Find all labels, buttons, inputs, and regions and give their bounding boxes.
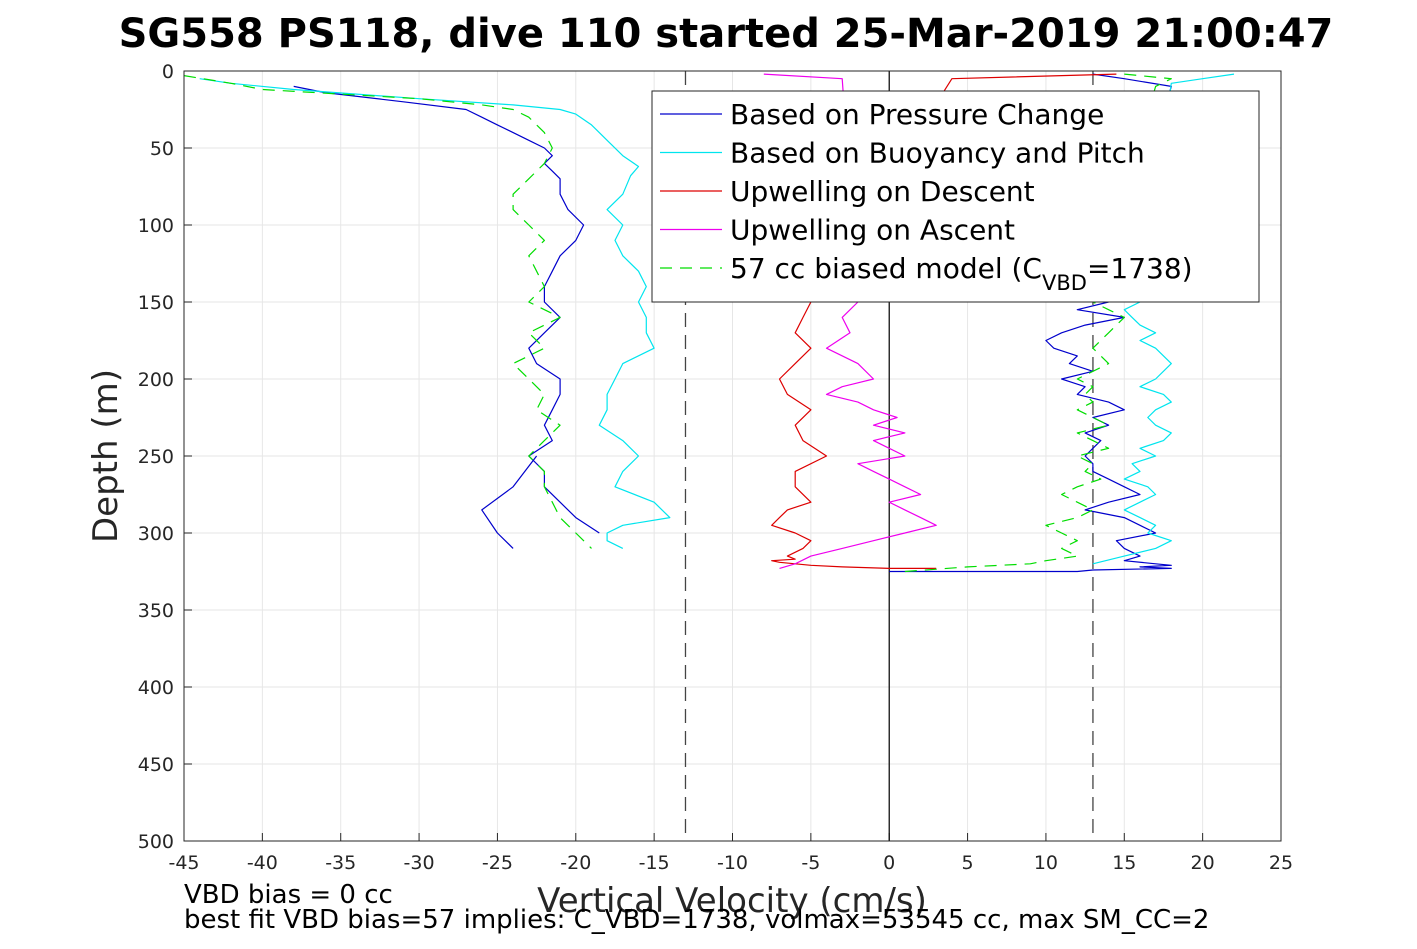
x-tick-label: -40	[247, 852, 278, 874]
y-tick-label: 500	[138, 831, 174, 853]
legend-box	[651, 90, 1260, 303]
plot-area-border	[183, 70, 1282, 842]
series-4-descent-line	[763, 73, 937, 569]
vbd-bias-annotation: VBD bias = 0 cc	[184, 880, 393, 910]
y-tick-label: 350	[138, 600, 174, 622]
y-tick-label: 400	[138, 677, 174, 699]
y-tick-label: 150	[138, 292, 174, 314]
legend-label: Upwelling on Ascent	[730, 214, 1015, 247]
series-1-descent-lower-line	[481, 455, 538, 549]
x-tick-label: 25	[1269, 852, 1293, 874]
series-1-ascent-line	[889, 73, 1172, 573]
chart-title: SG558 PS118, dive 110 started 25-Mar-201…	[119, 11, 1334, 57]
series-1-descent-line	[293, 85, 600, 534]
legend: Based on Pressure Change Based on Buoyanc…	[651, 90, 1260, 303]
legend-label: Based on Buoyancy and Pitch	[730, 137, 1145, 170]
y-tick-label: 250	[138, 446, 174, 468]
series-2-ascent-line	[1092, 73, 1235, 565]
series-5-descent-line	[183, 75, 592, 549]
y-tick-label: 300	[138, 523, 174, 545]
x-tick-label: -25	[482, 852, 513, 874]
y-axis-label: Depth (m)	[86, 369, 126, 543]
legend-label-suffix: =1738)	[1087, 252, 1193, 285]
legend-label: Based on Pressure Change	[730, 98, 1104, 131]
series-5-ascent-line	[904, 73, 1172, 573]
legend-label-subscript: VBD	[1042, 271, 1087, 295]
x-tick-label: 20	[1191, 852, 1215, 874]
x-tick-label: -30	[404, 852, 435, 874]
best-fit-annotation: best fit VBD bias=57 implies: C_VBD=1738…	[184, 905, 1209, 935]
x-tick-label: -45	[168, 852, 199, 874]
series-2-descent-line	[199, 78, 671, 549]
y-tick-label: 100	[138, 215, 174, 237]
y-tick-label: 0	[162, 61, 174, 83]
x-tick-label: -15	[639, 852, 670, 874]
y-tick-label: 50	[150, 138, 174, 160]
x-tick-label: 0	[883, 852, 895, 874]
series-lines	[183, 73, 1235, 573]
legend-items: Based on Pressure Change Based on Buoyanc…	[660, 98, 1193, 295]
y-tick-labels: 0 50 100 150 200 250 300 350 400 450 500	[138, 61, 174, 853]
x-axis-label: Vertical Velocity (cm/s)	[537, 881, 927, 921]
x-tick-label: -10	[717, 852, 748, 874]
x-tick-label: 15	[1112, 852, 1136, 874]
x-tick-labels: -45 -40 -35 -30 -25 -20 -15 -10 -5 0 5 10 15 20 25	[168, 852, 1293, 874]
x-tick-label: -20	[560, 852, 591, 874]
series-3-descent-line	[771, 73, 1117, 570]
legend-label: Upwelling on Descent	[730, 175, 1035, 208]
y-tick-label: 450	[138, 754, 174, 776]
x-tick-label: -5	[801, 852, 820, 874]
x-tick-label: -35	[325, 852, 356, 874]
legend-label-prefix: 57 cc biased model (C	[730, 252, 1042, 285]
x-tick-label: 5	[962, 852, 974, 874]
y-tick-label: 200	[138, 369, 174, 391]
x-tick-label: 10	[1034, 852, 1058, 874]
legend-label: 57 cc biased model (CVBD=1738)	[730, 252, 1193, 295]
